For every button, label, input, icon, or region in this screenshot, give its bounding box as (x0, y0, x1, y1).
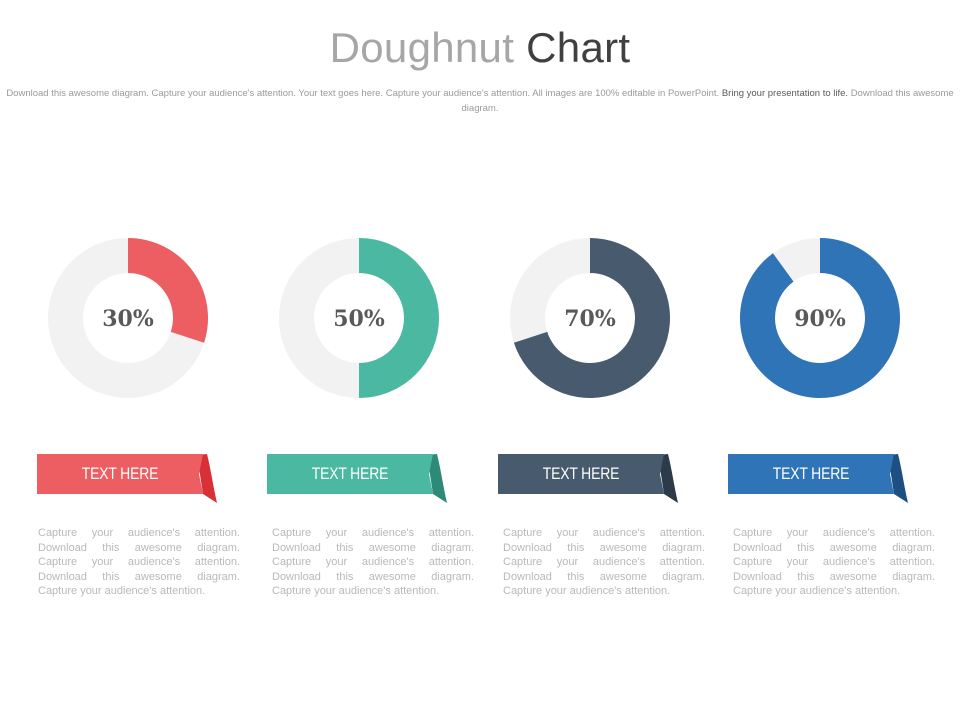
ribbon-shape (267, 454, 447, 503)
ribbon-label: TEXT HERE (311, 464, 389, 483)
page-subtitle: Download this awesome diagram. Capture y… (6, 86, 954, 116)
card-description: Capture your audience's attention. Downl… (733, 527, 935, 597)
ribbon-fold (658, 454, 678, 503)
ribbon-label: TEXT HERE (81, 464, 159, 483)
doughnut-chart: 90% (738, 236, 902, 400)
ribbon-shape (728, 454, 908, 503)
doughnut-value-segment (128, 238, 208, 343)
ribbon-banner: TEXT HERE (498, 454, 688, 506)
subtitle-end: Download this awesome diagram. (461, 88, 954, 114)
ribbon-banner: TEXT HERE (37, 454, 227, 506)
doughnut-svg: 70% (510, 238, 670, 398)
doughnut-percent-label: 90% (794, 306, 846, 332)
title-dark: Chart (526, 24, 631, 71)
doughnut-percent-label: 50% (333, 306, 385, 332)
doughnut-card: 50% TEXT HERE Capture your audience's atte… (267, 236, 474, 616)
doughnut-svg: 90% (740, 238, 900, 398)
ribbon-fold (197, 454, 217, 503)
ribbon-banner: TEXT HERE (728, 454, 918, 506)
ribbon-fold (888, 454, 908, 503)
ribbon-label: TEXT HERE (772, 464, 850, 483)
card-description: Capture your audience's attention. Downl… (272, 527, 474, 597)
subtitle-light: Download this awesome diagram. Capture y… (6, 88, 720, 99)
doughnut-chart: 70% (508, 236, 672, 400)
doughnut-chart: 30% (46, 236, 210, 400)
doughnut-svg: 30% (48, 238, 208, 398)
ribbon-label: TEXT HERE (542, 464, 620, 483)
doughnut-card: 90% TEXT HERE Capture your audience's atte… (728, 236, 935, 616)
ribbon-shape (37, 454, 217, 503)
card-description: Capture your audience's attention. Downl… (38, 527, 240, 597)
doughnut-percent-label: 30% (102, 306, 154, 332)
subtitle-dark: Bring your presentation to life. (721, 88, 849, 99)
doughnut-value-segment (740, 238, 900, 398)
doughnut-percent-label: 70% (564, 306, 616, 332)
ribbon-shape (498, 454, 678, 503)
ribbon-body (267, 454, 433, 494)
doughnut-svg: 50% (279, 238, 439, 398)
page-title: Doughnut Chart (0, 22, 960, 74)
doughnut-value-segment (513, 238, 670, 398)
ribbon-body (498, 454, 664, 494)
ribbon-fold (427, 454, 447, 503)
title-light: Doughnut (329, 24, 515, 71)
ribbon-body (728, 454, 894, 494)
ribbon-body (37, 454, 203, 494)
card-description: Capture your audience's attention. Downl… (503, 527, 705, 597)
doughnut-chart: 50% (277, 236, 441, 400)
doughnut-card: 30% TEXT HERE Capture your audience's atte… (37, 236, 240, 616)
ribbon-banner: TEXT HERE (267, 454, 457, 506)
doughnut-value-segment (359, 238, 439, 398)
doughnut-card: 70% TEXT HERE Capture your audience's atte… (498, 236, 705, 616)
